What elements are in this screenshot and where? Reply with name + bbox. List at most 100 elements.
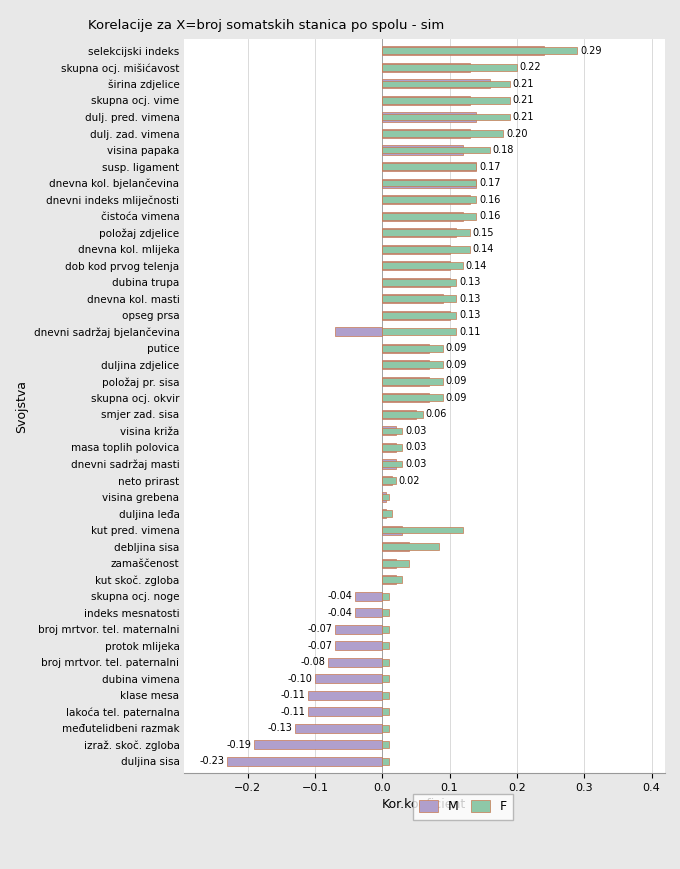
- Bar: [382, 527, 463, 534]
- Bar: [382, 659, 389, 666]
- Bar: [382, 675, 389, 682]
- Bar: [382, 543, 439, 550]
- Bar: [382, 395, 443, 401]
- Text: -0.11: -0.11: [281, 690, 305, 700]
- Bar: [382, 312, 456, 319]
- Bar: [382, 377, 429, 386]
- Text: -0.13: -0.13: [267, 723, 292, 733]
- Text: 0.13: 0.13: [459, 294, 480, 304]
- Text: -0.07: -0.07: [307, 624, 333, 634]
- Bar: [382, 378, 443, 385]
- Bar: [335, 625, 382, 634]
- Bar: [382, 262, 449, 270]
- Bar: [382, 494, 389, 501]
- Text: -0.11: -0.11: [281, 706, 305, 717]
- Text: 0.09: 0.09: [445, 343, 467, 354]
- Text: -0.04: -0.04: [328, 591, 353, 601]
- Bar: [382, 560, 409, 567]
- Bar: [382, 196, 477, 203]
- Text: 0.20: 0.20: [506, 129, 528, 138]
- Text: 0.17: 0.17: [479, 162, 500, 171]
- Bar: [382, 311, 449, 320]
- Bar: [382, 328, 456, 335]
- Bar: [382, 178, 477, 188]
- Bar: [294, 724, 382, 733]
- Bar: [382, 195, 470, 204]
- Bar: [382, 211, 463, 221]
- Bar: [382, 443, 396, 452]
- Bar: [355, 592, 382, 600]
- Bar: [382, 510, 392, 517]
- Bar: [382, 526, 403, 534]
- Bar: [382, 461, 403, 468]
- Text: 0.21: 0.21: [513, 112, 534, 122]
- Bar: [382, 460, 396, 468]
- Bar: [382, 180, 477, 187]
- Bar: [315, 674, 382, 683]
- Text: 0.11: 0.11: [459, 327, 480, 337]
- Bar: [382, 213, 477, 220]
- Bar: [382, 279, 456, 286]
- Text: 0.17: 0.17: [479, 178, 500, 188]
- Text: 0.22: 0.22: [520, 63, 541, 72]
- Bar: [382, 345, 443, 352]
- Bar: [382, 394, 429, 402]
- Bar: [382, 162, 477, 171]
- Bar: [382, 46, 544, 56]
- Text: 0.02: 0.02: [398, 475, 420, 486]
- Bar: [382, 411, 422, 418]
- Text: -0.08: -0.08: [301, 657, 326, 667]
- Text: 0.06: 0.06: [425, 409, 447, 420]
- Text: 0.09: 0.09: [445, 393, 467, 403]
- Bar: [382, 295, 456, 302]
- Bar: [382, 79, 490, 89]
- Bar: [382, 262, 463, 269]
- Bar: [382, 64, 517, 71]
- Bar: [382, 575, 396, 584]
- Text: 0.03: 0.03: [405, 459, 426, 469]
- Legend: M, F: M, F: [413, 794, 513, 819]
- Text: -0.07: -0.07: [307, 640, 333, 651]
- Bar: [254, 740, 382, 749]
- Text: 0.13: 0.13: [459, 277, 480, 288]
- Text: -0.23: -0.23: [200, 756, 224, 766]
- Bar: [382, 278, 449, 287]
- Bar: [382, 609, 389, 616]
- Bar: [382, 725, 389, 732]
- Bar: [382, 692, 389, 699]
- Bar: [382, 295, 443, 303]
- Text: Korelacije za X=broj somatskih stanica po spolu - sim: Korelacije za X=broj somatskih stanica p…: [88, 19, 445, 32]
- Bar: [335, 641, 382, 650]
- Bar: [382, 63, 470, 72]
- Bar: [382, 410, 416, 419]
- Text: 0.21: 0.21: [513, 96, 534, 105]
- Bar: [382, 114, 510, 121]
- Bar: [382, 509, 386, 518]
- Text: 0.14: 0.14: [466, 261, 487, 271]
- Bar: [382, 626, 389, 633]
- Bar: [382, 112, 477, 122]
- Text: 0.21: 0.21: [513, 79, 534, 89]
- Bar: [382, 228, 456, 237]
- Bar: [382, 593, 389, 600]
- Text: 0.13: 0.13: [459, 310, 480, 321]
- Text: 0.15: 0.15: [473, 228, 494, 237]
- Bar: [227, 757, 382, 766]
- Text: -0.10: -0.10: [288, 673, 312, 684]
- Text: 0.03: 0.03: [405, 426, 426, 436]
- Bar: [382, 428, 403, 434]
- Text: 0.18: 0.18: [492, 145, 514, 155]
- Bar: [382, 97, 510, 104]
- Bar: [382, 147, 490, 154]
- Bar: [382, 246, 470, 253]
- Bar: [382, 642, 389, 649]
- Y-axis label: Svojstva: Svojstva: [15, 380, 28, 433]
- X-axis label: Kor.koeficient: Kor.koeficient: [382, 799, 466, 812]
- Bar: [382, 344, 429, 353]
- Text: -0.19: -0.19: [226, 740, 252, 750]
- Text: 0.16: 0.16: [479, 211, 500, 221]
- Bar: [382, 81, 510, 88]
- Bar: [382, 476, 392, 485]
- Bar: [382, 576, 403, 583]
- Bar: [382, 130, 503, 137]
